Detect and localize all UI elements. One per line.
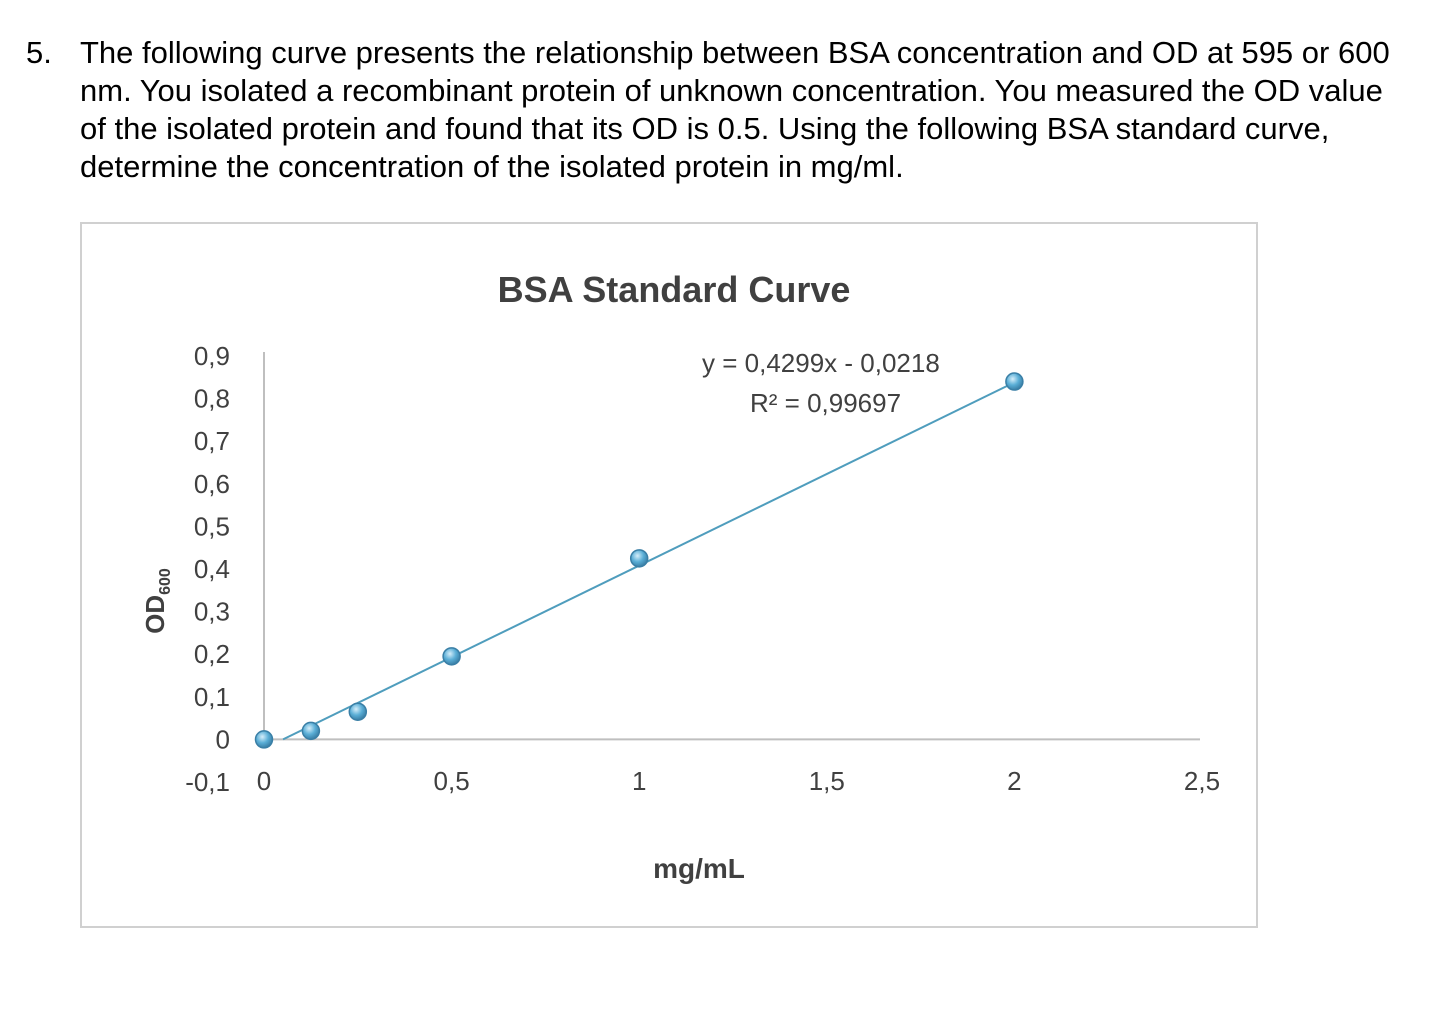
y-tick-label: 0,2 <box>194 639 230 669</box>
y-tick-label: 0,3 <box>194 597 230 627</box>
question-block: 5. The following curve presents the rela… <box>26 34 1416 186</box>
chart-title: BSA Standard Curve <box>498 269 851 310</box>
data-point <box>301 721 321 741</box>
data-point <box>629 549 649 568</box>
chart-svg: BSA Standard Curve mg/mL OD600 y = 0,429… <box>140 269 1220 884</box>
y-axis-label-main: OD <box>140 595 170 634</box>
y-tick-label: 0,7 <box>194 426 230 456</box>
chart-container: BSA Standard Curve mg/mL OD600 y = 0,429… <box>80 222 1258 928</box>
y-tick-label: 0,6 <box>194 469 230 499</box>
x-axis-label: mg/mL <box>653 853 745 884</box>
trendline-r2: R² = 0,99697 <box>750 388 901 418</box>
x-tick-label: 2,5 <box>1184 766 1220 796</box>
y-tick-label: -0,1 <box>185 767 230 797</box>
y-tick-label: 0,4 <box>194 554 230 584</box>
y-axis-label-sub: 600 <box>157 568 174 595</box>
y-tick-label: 0,8 <box>194 384 230 414</box>
x-tick-label: 1,5 <box>809 766 845 796</box>
question-text: The following curve presents the relatio… <box>80 35 1390 184</box>
y-axis-label-group: OD600 <box>140 568 174 634</box>
y-axis-label: OD600 <box>140 568 174 634</box>
x-tick-label: 1 <box>632 766 646 796</box>
trendline <box>282 381 1015 741</box>
data-point <box>442 647 461 666</box>
data-point <box>254 730 274 749</box>
trendline-equation: y = 0,4299x - 0,0218 <box>702 348 940 378</box>
y-tick-label: 0,1 <box>194 682 230 712</box>
y-tick-label: 0,9 <box>194 341 230 371</box>
data-point <box>1005 372 1024 391</box>
x-tick-label: 0 <box>257 766 271 796</box>
y-tick-label: 0 <box>216 724 230 754</box>
question-number: 5. <box>26 35 52 70</box>
x-tick-label: 2 <box>1007 766 1021 796</box>
y-tick-label: 0,5 <box>194 511 230 541</box>
x-tick-label: 0,5 <box>434 766 470 796</box>
data-point <box>348 702 368 721</box>
